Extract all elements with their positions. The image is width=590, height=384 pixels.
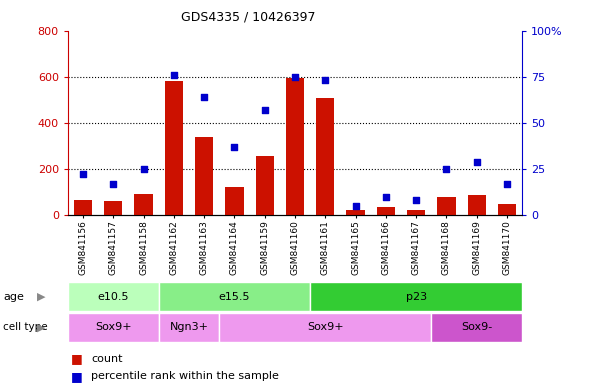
Text: Sox9-: Sox9-: [461, 322, 492, 333]
Bar: [104, 201, 122, 215]
Point: [381, 194, 391, 200]
Bar: [431, 313, 522, 342]
Bar: [195, 137, 213, 215]
Bar: [407, 210, 425, 215]
Text: age: age: [3, 291, 24, 302]
Text: cell type: cell type: [3, 322, 48, 333]
Bar: [225, 187, 244, 215]
Bar: [68, 282, 159, 311]
Point: [290, 74, 300, 80]
Text: ▶: ▶: [37, 291, 45, 302]
Text: percentile rank within the sample: percentile rank within the sample: [91, 371, 279, 381]
Bar: [219, 313, 431, 342]
Point: [351, 203, 360, 209]
Point: [199, 94, 209, 100]
Bar: [68, 313, 159, 342]
Point: [502, 180, 512, 187]
Bar: [310, 282, 522, 311]
Text: ▶: ▶: [37, 322, 45, 333]
Text: ■: ■: [71, 370, 83, 383]
Text: Ngn3+: Ngn3+: [169, 322, 208, 333]
Text: ■: ■: [71, 353, 83, 366]
Bar: [377, 207, 395, 215]
Text: e10.5: e10.5: [97, 291, 129, 302]
Bar: [135, 194, 153, 215]
Bar: [165, 81, 183, 215]
Text: Sox9+: Sox9+: [307, 322, 343, 333]
Point: [472, 159, 481, 165]
Point: [442, 166, 451, 172]
Point: [78, 171, 88, 177]
Bar: [286, 78, 304, 215]
Point: [320, 78, 330, 84]
Point: [411, 197, 421, 204]
Bar: [255, 156, 274, 215]
Bar: [498, 204, 516, 215]
Text: p23: p23: [405, 291, 427, 302]
Bar: [346, 210, 365, 215]
Bar: [468, 195, 486, 215]
Point: [109, 180, 118, 187]
Bar: [74, 200, 92, 215]
Point: [169, 72, 179, 78]
Bar: [437, 197, 455, 215]
Text: Sox9+: Sox9+: [95, 322, 132, 333]
Bar: [159, 282, 310, 311]
Bar: [316, 98, 335, 215]
Text: count: count: [91, 354, 123, 364]
Point: [230, 144, 239, 150]
Bar: [159, 313, 219, 342]
Text: GDS4335 / 10426397: GDS4335 / 10426397: [182, 10, 316, 23]
Point: [139, 166, 148, 172]
Text: e15.5: e15.5: [219, 291, 250, 302]
Point: [260, 107, 270, 113]
